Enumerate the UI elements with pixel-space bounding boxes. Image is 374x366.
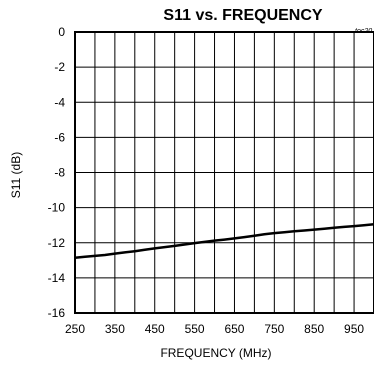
x-axis-label: FREQUENCY (MHz) [160, 346, 271, 360]
x-tick-label: 850 [304, 322, 324, 336]
x-tick-label: 250 [65, 322, 85, 336]
y-tick-label: -16 [48, 306, 66, 320]
grid [75, 32, 374, 313]
x-tick-label: 750 [264, 322, 284, 336]
y-axis-label: S11 (dB) [9, 152, 23, 198]
x-tick-labels: 250 350 450 550 650 750 850 950 [65, 322, 364, 336]
y-tick-label: -8 [54, 166, 65, 180]
y-tick-label: -10 [48, 201, 66, 215]
series-group [74, 223, 374, 259]
chart-title: S11 vs. FREQUENCY [163, 7, 323, 24]
series-line [74, 223, 374, 259]
y-tick-label: 0 [58, 25, 65, 39]
x-tick-label: 350 [105, 322, 125, 336]
y-tick-label: -12 [48, 236, 66, 250]
plot-frame [74, 31, 374, 314]
y-tick-label: -6 [54, 130, 65, 144]
y-tick-label: -4 [54, 95, 65, 109]
y-tick-labels: 0 -2 -4 -6 -8 -10 -12 -14 -16 [48, 25, 66, 320]
x-tick-label: 450 [145, 322, 165, 336]
y-tick-label: -14 [48, 271, 66, 285]
x-tick-label: 550 [185, 322, 205, 336]
x-tick-label: 650 [224, 322, 244, 336]
y-tick-label: -2 [54, 60, 65, 74]
x-tick-label: 950 [344, 322, 364, 336]
